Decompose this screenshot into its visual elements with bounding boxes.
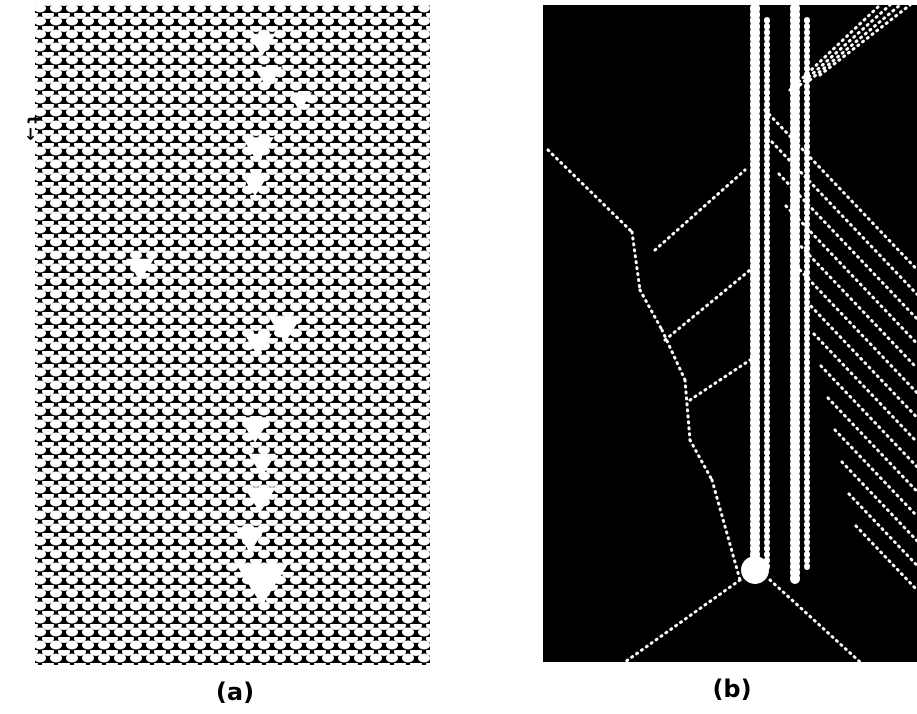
dotted-trail <box>653 168 747 252</box>
dotted-trail <box>808 3 902 82</box>
white-triangle <box>234 527 266 553</box>
dotted-trail <box>546 148 634 234</box>
dotted-trail <box>826 396 917 493</box>
white-triangle <box>236 564 288 606</box>
dotted-trail <box>854 524 917 592</box>
white-triangle <box>254 66 282 90</box>
dotted-trail <box>688 358 752 402</box>
dotted-trail <box>791 236 917 370</box>
dotted-trail <box>777 172 917 321</box>
panel-a <box>35 5 430 665</box>
dotted-trail <box>788 3 882 92</box>
dotted-trail <box>630 230 642 292</box>
dotted-trail <box>798 3 892 87</box>
white-triangle <box>269 317 301 343</box>
time-axis-label: t <box>24 116 43 124</box>
white-triangle <box>288 92 312 112</box>
blob <box>741 556 769 584</box>
dotted-trail <box>768 578 862 664</box>
dotted-trail <box>812 332 917 444</box>
dotted-trail <box>688 438 714 482</box>
dotted-trail <box>819 364 917 469</box>
white-triangle <box>239 417 271 443</box>
automaton-background <box>543 5 917 662</box>
panel-b <box>543 3 917 664</box>
dotted-trail <box>833 428 917 518</box>
dotted-trail <box>818 3 912 77</box>
white-triangle <box>244 333 272 357</box>
white-triangle <box>244 487 276 513</box>
white-triangle <box>242 137 274 163</box>
dotted-trail <box>798 268 917 395</box>
dotted-trail <box>638 288 664 332</box>
white-triangle <box>126 258 154 282</box>
time-arrow: → <box>22 127 41 140</box>
automaton-pattern <box>35 5 430 665</box>
dotted-trail <box>840 460 917 543</box>
white-triangle <box>241 173 269 197</box>
white-triangle <box>248 453 276 477</box>
white-triangle <box>248 33 276 57</box>
dotted-trail <box>847 492 917 567</box>
dotted-trail <box>663 268 752 342</box>
dotted-trail <box>683 378 692 442</box>
dotted-trail <box>805 300 917 419</box>
panel-b-label: (b) <box>712 675 751 703</box>
dotted-trail <box>623 578 742 664</box>
dotted-trail <box>710 478 742 582</box>
panel-a-label: (a) <box>216 678 254 706</box>
